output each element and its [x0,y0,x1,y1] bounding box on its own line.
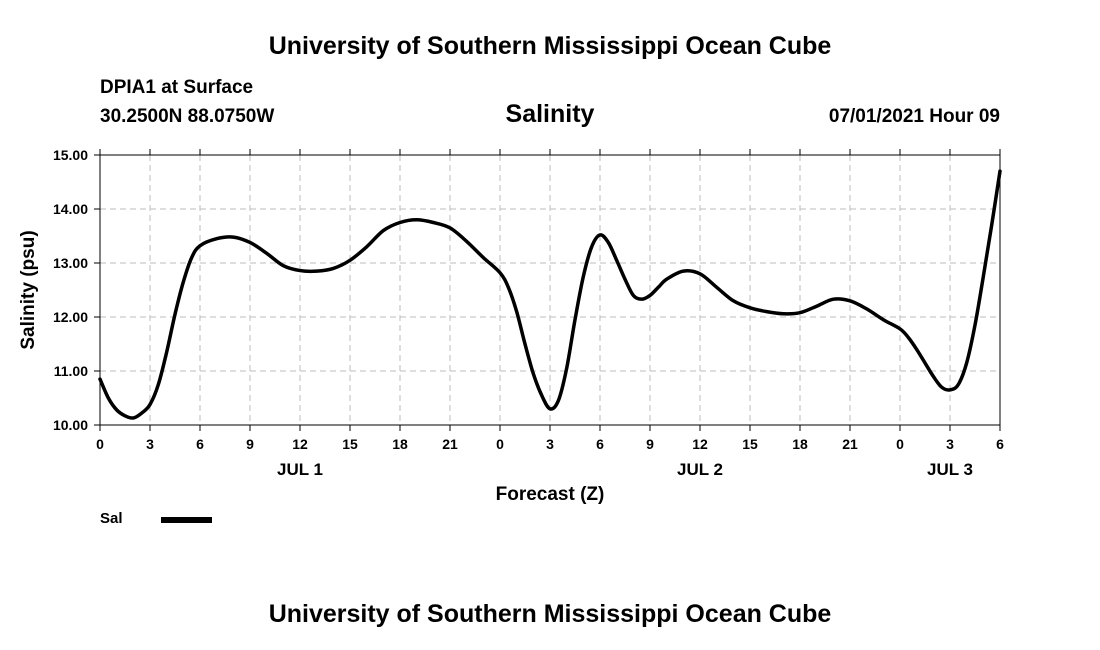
x-tick-label: 18 [392,436,408,452]
x-tick-label: 21 [442,436,458,452]
x-tick-label: 3 [946,436,954,452]
day-label: JUL 3 [927,460,973,479]
grid [100,155,1000,425]
x-tick-label: 6 [196,436,204,452]
day-label: JUL 1 [277,460,323,479]
y-axis-label: Salinity (psu) [18,230,39,349]
x-tick-label: 9 [246,436,254,452]
x-tick-label: 18 [792,436,808,452]
day-label: JUL 2 [677,460,723,479]
y-tick-label: 11.00 [54,363,88,379]
x-tick-label: 21 [842,436,858,452]
x-tick-label: 12 [292,436,308,452]
x-tick-label: 0 [896,436,904,452]
x-tick-label: 6 [596,436,604,452]
y-tick-label: 10.00 [53,417,88,433]
page-title: University of Southern Mississippi Ocean… [268,32,832,60]
x-tick-label: 0 [96,436,104,452]
axis-ticks [94,149,1001,431]
y-tick-label: 14.00 [53,201,88,217]
x-tick-label: 3 [146,436,154,452]
station-coordinates: 30.2500N 88.0750W [100,106,275,127]
x-tick-label: 3 [546,436,554,452]
forecast-timestamp: 07/01/2021 Hour 09 [828,106,1000,127]
station-name: DPIA1 at Surface [100,77,254,98]
salinity-series-line [98,169,1002,420]
y-tick-label: 12.00 [53,309,88,325]
legend-line-swatch [161,517,212,523]
x-tick-label: 0 [496,436,504,452]
y-tick-label: 15.00 [53,147,88,163]
chart-title: Salinity [505,100,595,128]
x-tick-label: 15 [742,436,758,452]
legend-label: Sal [100,510,123,527]
x-tick-label: 6 [996,436,1004,452]
axis-labels: 10.00 11.00 12.00 13.00 14.00 15.00 0 3 6 9 12 15 18… [53,147,1004,479]
x-tick-label: 15 [342,436,358,452]
x-axis-label: Forecast (Z) [496,484,605,505]
y-tick-label: 13.00 [53,255,88,271]
x-tick-label: 12 [692,436,708,452]
footer-title: University of Southern Mississippi Ocean… [268,600,832,628]
x-tick-label: 9 [646,436,654,452]
